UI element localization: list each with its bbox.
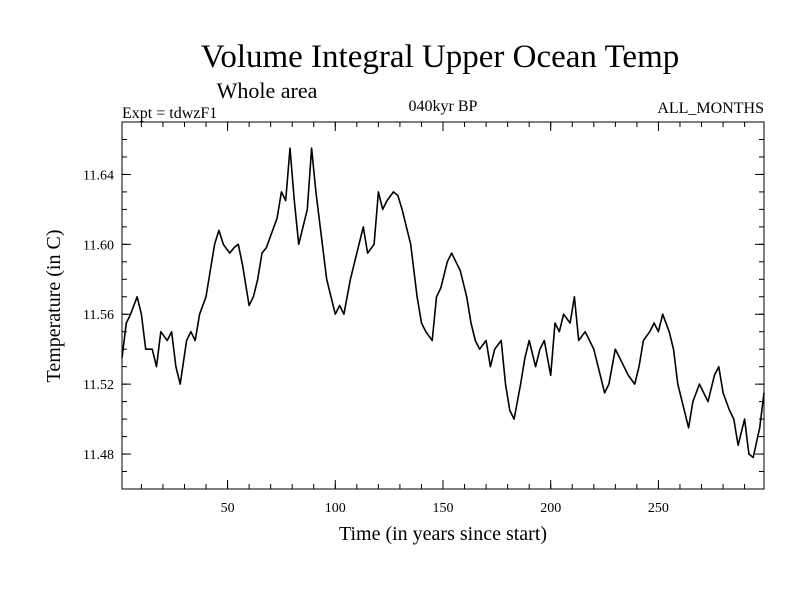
x-tick-label: 50 <box>221 501 235 516</box>
chart-title: Volume Integral Upper Ocean Temp <box>201 39 679 75</box>
x-axis-label: Time (in years since start) <box>339 523 547 545</box>
period-label: 040kyr BP <box>409 98 478 115</box>
x-tick-label: 100 <box>325 501 346 516</box>
y-tick-label: 11.60 <box>83 238 114 253</box>
x-tick-label: 200 <box>540 501 561 516</box>
y-tick-label: 11.56 <box>83 308 114 323</box>
experiment-label: Expt = tdwzF1 <box>122 105 217 122</box>
major-ticks <box>122 122 764 489</box>
y-axis-label: Temperature (in C) <box>43 230 65 383</box>
y-tick-label: 11.52 <box>83 378 114 393</box>
y-tick-labels: 11.48 11.52 11.56 11.60 11.64 <box>83 168 114 463</box>
x-tick-label: 150 <box>433 501 454 516</box>
chart-subtitle: Whole area <box>217 78 318 103</box>
y-tick-label: 11.64 <box>83 168 114 183</box>
plot-frame <box>121 121 765 490</box>
x-tick-label: 250 <box>648 501 669 516</box>
y-tick-label: 11.48 <box>83 448 114 463</box>
months-label: ALL_MONTHS <box>657 100 764 117</box>
minor-ticks <box>122 122 764 489</box>
x-tick-labels: 50 100 150 200 250 <box>221 501 669 516</box>
temperature-series-line <box>121 147 765 459</box>
